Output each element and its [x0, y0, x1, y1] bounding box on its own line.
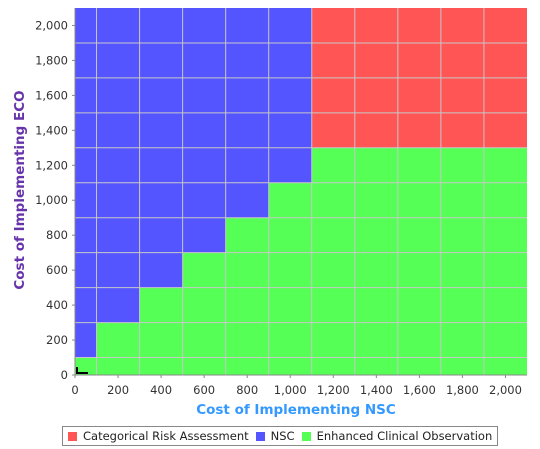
- origin-marker: [76, 367, 88, 374]
- y-tick-label: 1,400: [35, 123, 68, 137]
- y-tick-label: 1,600: [35, 88, 68, 102]
- region-eco-2: [96, 322, 140, 375]
- legend-label-eco: Enhanced Clinical Observation: [316, 429, 493, 443]
- region-eco-0: [75, 357, 97, 375]
- x-tick-label: 400: [150, 383, 172, 397]
- region-eco-10: [268, 182, 312, 375]
- y-tick-label: 400: [46, 298, 68, 312]
- x-tick-label: 2,000: [489, 383, 522, 397]
- legend-item-eco: Enhanced Clinical Observation: [301, 429, 493, 443]
- legend: Categorical Risk Assessment NSC Enhanced…: [62, 426, 499, 446]
- y-axis-title: Cost of Implementing ECO: [12, 90, 28, 289]
- x-tick-label: 0: [71, 383, 78, 397]
- legend-label-nsc: NSC: [270, 429, 295, 443]
- x-tick-label: 1,800: [446, 383, 479, 397]
- legend-label-cra: Categorical Risk Assessment: [83, 429, 249, 443]
- region-nsc-3: [96, 8, 140, 323]
- region-nsc-11: [268, 8, 312, 183]
- axes-layer: [74, 8, 527, 376]
- legend-item-cra: Categorical Risk Assessment: [68, 429, 249, 443]
- region-eco-12: [311, 147, 527, 375]
- x-tick-label: 1,400: [360, 383, 393, 397]
- x-tick-label: 600: [193, 383, 215, 397]
- y-tick-label: 1,800: [35, 53, 68, 67]
- grid-layer: [75, 8, 527, 375]
- y-tick-label: 800: [46, 228, 68, 242]
- legend-swatch-nsc: [255, 431, 265, 441]
- region-eco-6: [182, 252, 226, 375]
- x-tick-label: 200: [107, 383, 129, 397]
- legend-swatch-eco: [301, 431, 311, 441]
- x-tick-label: 800: [236, 383, 258, 397]
- y-tick-label: 0: [61, 368, 68, 382]
- x-axis-title: Cost of Implementing NSC: [196, 402, 396, 418]
- region-eco-8: [225, 217, 269, 375]
- y-tick-label: 200: [46, 333, 68, 347]
- legend-swatch-cra: [68, 431, 77, 441]
- y-tick-label: 2,000: [35, 18, 68, 32]
- region-eco-4: [139, 287, 183, 375]
- x-tick-label: 1,600: [403, 383, 436, 397]
- y-tick-labels: 0 200 400 600 800 1,000 1,200 1,400 1,600 1,800 2,…: [35, 18, 75, 382]
- region-layer: [75, 8, 527, 375]
- y-tick-label: 1,000: [35, 193, 68, 207]
- x-tick-labels: 0 200 400 600 800 1,000 1,200 1,400 1,600 1,800 2,…: [71, 375, 522, 397]
- region-nsc-7: [182, 8, 226, 253]
- x-tick-label: 1,200: [317, 383, 350, 397]
- legend-item-nsc: NSC: [255, 429, 295, 443]
- y-tick-label: 600: [46, 263, 68, 277]
- y-tick-label: 1,200: [35, 158, 68, 172]
- x-tick-label: 1,000: [274, 383, 307, 397]
